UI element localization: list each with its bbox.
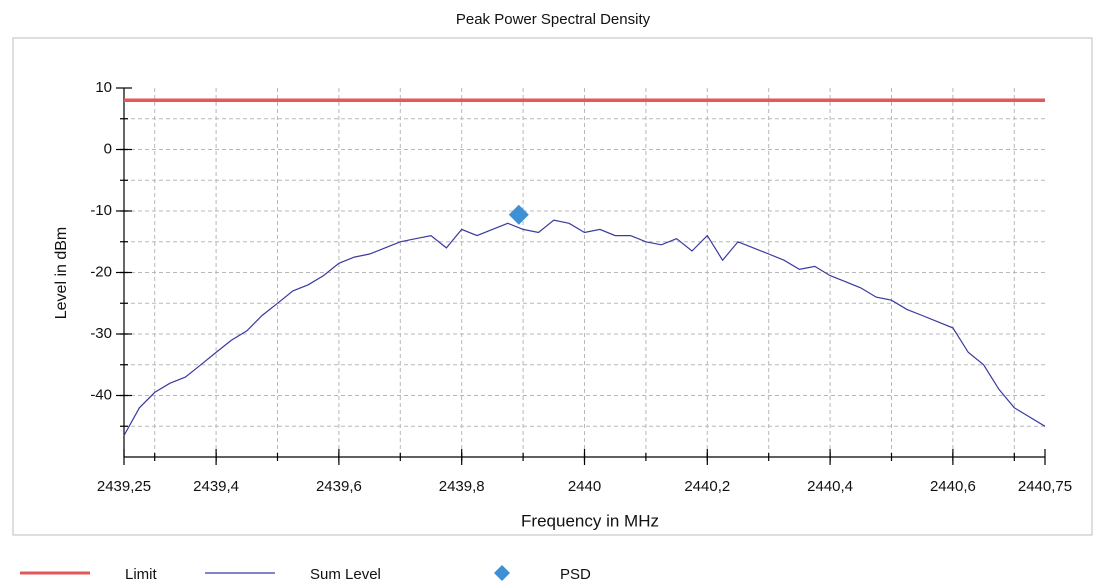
chart-frame bbox=[12, 37, 1093, 536]
chart-title: Peak Power Spectral Density bbox=[456, 11, 651, 28]
x-tick-label: 2440,75 bbox=[1018, 478, 1072, 495]
x-tick-label: 2439,4 bbox=[193, 478, 239, 495]
legend-swatch bbox=[494, 565, 510, 581]
y-tick-label: -40 bbox=[90, 386, 112, 403]
x-tick-label: 2440 bbox=[568, 478, 601, 495]
y-tick-label: -30 bbox=[90, 325, 112, 342]
psd-marker bbox=[508, 204, 529, 225]
y-tick-label: -10 bbox=[90, 202, 112, 219]
y-axis-label: Level in dBm bbox=[53, 227, 70, 320]
series-line bbox=[123, 219, 1046, 436]
x-tick-label: 2439,8 bbox=[439, 478, 485, 495]
y-tick-label: 0 bbox=[104, 140, 112, 157]
x-axis-label: Frequency in MHz bbox=[521, 511, 659, 530]
x-tick-label: 2439,25 bbox=[97, 478, 151, 495]
legend-label: Sum Level bbox=[310, 566, 381, 583]
x-tick-label: 2440,2 bbox=[684, 478, 730, 495]
y-tick-label: -20 bbox=[90, 263, 112, 280]
y-tick-label: 10 bbox=[95, 79, 112, 96]
x-tick-label: 2439,6 bbox=[316, 478, 362, 495]
legend-label: PSD bbox=[560, 566, 591, 583]
legend-label: Limit bbox=[125, 566, 158, 583]
x-tick-label: 2440,4 bbox=[807, 478, 853, 495]
x-tick-label: 2440,6 bbox=[930, 478, 976, 495]
